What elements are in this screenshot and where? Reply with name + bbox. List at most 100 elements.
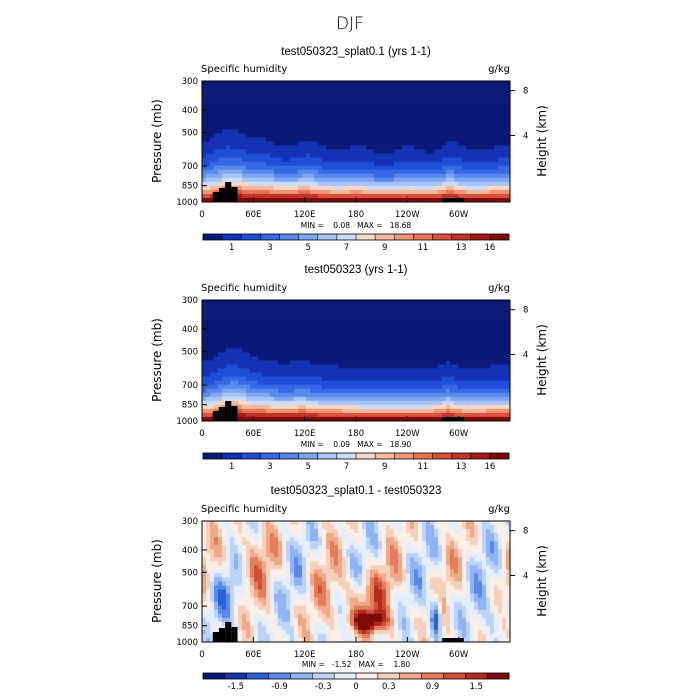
heatmap-cell [426,181,431,187]
heatmap-cell [386,169,391,175]
heatmap-cell [466,129,471,134]
heatmap-cell [438,404,443,410]
heatmap-cell [490,312,495,317]
heatmap-cell [434,408,439,414]
heatmap-cell [366,392,371,398]
heatmap-cell [506,185,511,191]
heatmap-cell [434,141,439,146]
heatmap-cell [474,308,479,313]
heatmap-cell [414,408,419,414]
heatmap-cell [414,376,419,382]
heatmap-cell [502,97,507,102]
heatmap-cell [402,312,407,317]
heatmap-cell [366,121,371,126]
heatmap-cell [250,97,255,102]
heatmap-cell [362,372,367,377]
heatmap-cell [298,161,303,167]
heatmap-cell [298,117,303,122]
heatmap-cell [418,396,423,402]
heatmap-cell [486,81,491,86]
heatmap-cell [362,344,367,349]
heatmap-cell [390,165,395,171]
heatmap-cell [486,85,491,90]
heatmap-cell [450,173,455,179]
heatmap-cell [330,525,335,530]
heatmap-cell [414,356,419,361]
colorbar-label: 16 [484,462,495,472]
heatmap-cell [294,392,299,398]
heatmap-cell [506,177,511,183]
heatmap-cell [262,304,267,309]
heatmap-cell [386,312,391,317]
heatmap-cell [414,525,419,530]
heatmap-cell [290,97,295,102]
heatmap-cell [414,121,419,126]
heatmap-cell [494,173,499,179]
heatmap-cell [402,153,407,158]
heatmap-cell [222,316,227,321]
heatmap-cell [282,197,287,203]
heatmap-cell [430,161,435,167]
heatmap-cell [218,344,223,349]
heatmap-cell [502,360,507,365]
heatmap-cell [486,193,491,199]
heatmap-cell [302,384,307,390]
heatmap-cell [454,109,459,114]
heatmap-cell [202,117,207,122]
colorbar-label: 5 [305,462,310,472]
heatmap-cell [438,312,443,317]
heatmap-cell [282,416,287,422]
heatmap-cell [282,137,287,142]
heatmap-cell [406,97,411,102]
heatmap-cell [438,137,443,142]
heatmap-cell [254,324,259,329]
heatmap-cell [298,189,303,195]
heatmap-cell [314,141,319,146]
heatmap-cell [262,340,267,345]
heatmap-cell [466,81,471,86]
heatmap-cell [222,312,227,317]
heatmap-cell [318,81,323,86]
heatmap-cell [238,165,243,171]
heatmap-cell [254,193,259,199]
heatmap-cell [454,388,459,394]
heatmap-cell [434,340,439,345]
heatmap-cell [258,360,263,365]
heatmap-cell [262,344,267,349]
heatmap-cell [442,384,447,390]
heatmap-cell [294,412,299,418]
heatmap-cell [294,416,299,422]
heatmap-cell [382,165,387,171]
heatmap-cell [246,300,251,305]
heatmap-cell [462,348,467,353]
heatmap-cell [346,529,351,534]
heatmap-cell [394,324,399,329]
heatmap-cell [398,312,403,317]
heatmap-cell [338,408,343,414]
heatmap-cell [294,320,299,325]
heatmap-cell [350,392,355,398]
heatmap-cell [430,117,435,122]
heatmap-cell [302,304,307,309]
heatmap-cell [346,336,351,341]
heatmap-cell [446,348,451,353]
heatmap-cell [286,529,291,534]
heatmap-cell [310,340,315,345]
heatmap-cell [230,173,235,179]
heatmap-cell [418,169,423,175]
heatmap-cell [266,529,271,534]
heatmap-cell [274,117,279,122]
heatmap-cell [438,101,443,106]
heatmap-cell [262,312,267,317]
heatmap-cell [490,133,495,138]
heatmap-cell [322,308,327,313]
heatmap-cell [302,173,307,179]
panel-3-heatmap [202,521,511,643]
colorbar-swatch [317,453,338,459]
heatmap-cell [502,372,507,377]
heatmap-cell [506,161,511,167]
heatmap-cell [234,525,239,530]
heatmap-cell [254,308,259,313]
heatmap-cell [202,109,207,114]
heatmap-cell [434,380,439,386]
